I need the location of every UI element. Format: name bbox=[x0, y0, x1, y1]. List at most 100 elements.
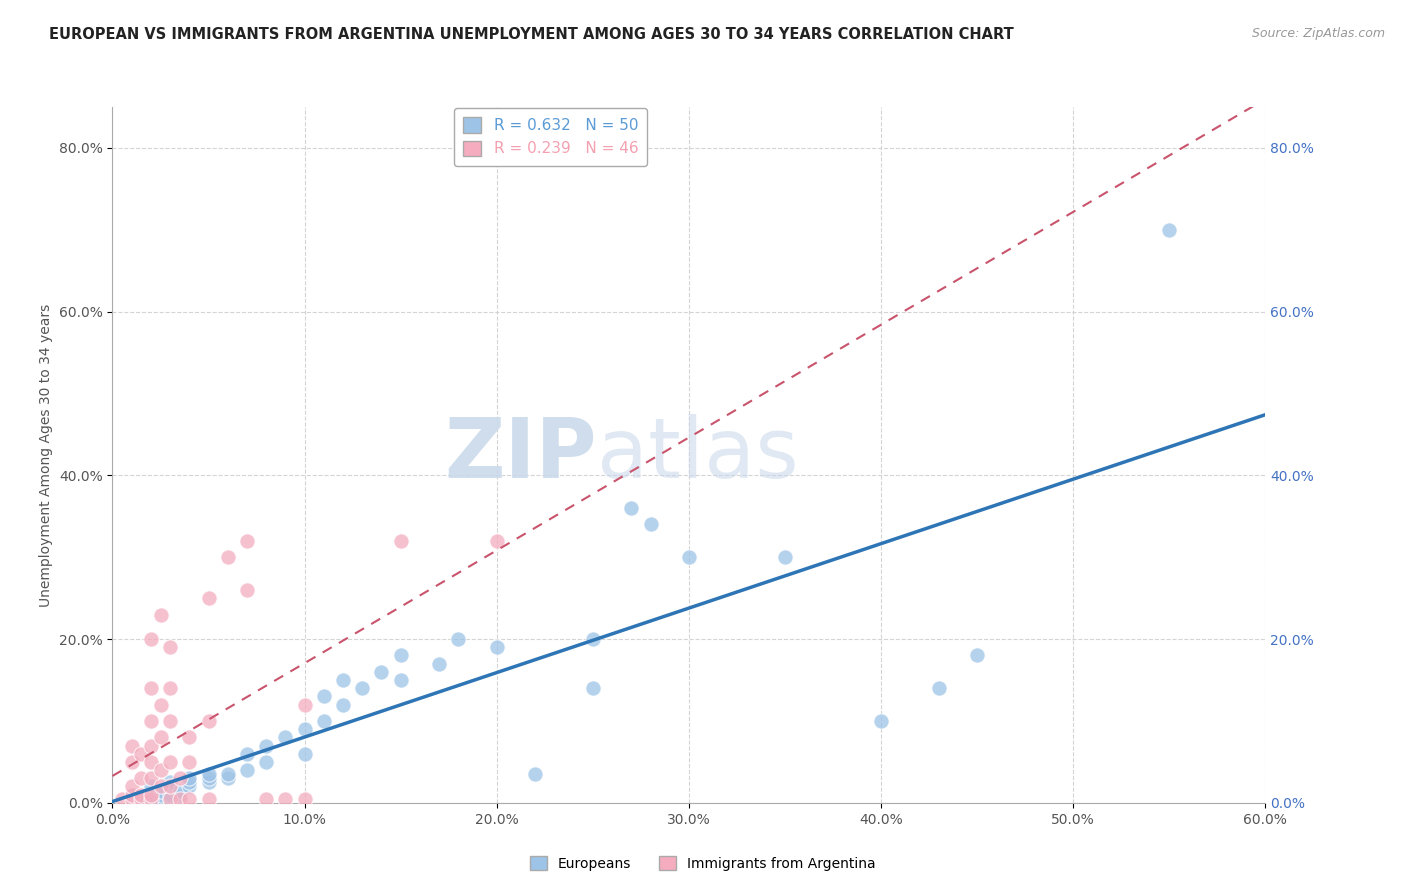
Point bbox=[1159, 223, 1181, 237]
Point bbox=[197, 591, 219, 606]
Point bbox=[312, 690, 335, 704]
Point bbox=[389, 648, 412, 663]
Point bbox=[139, 788, 162, 802]
Point bbox=[294, 747, 316, 761]
Point bbox=[870, 714, 893, 728]
Point bbox=[149, 788, 172, 802]
Point bbox=[294, 791, 316, 805]
Point bbox=[197, 791, 219, 805]
Point bbox=[159, 788, 181, 802]
Point bbox=[485, 640, 508, 655]
Point bbox=[312, 714, 335, 728]
Point bbox=[121, 780, 143, 794]
Point bbox=[966, 648, 988, 663]
Point bbox=[111, 791, 134, 805]
Point bbox=[773, 550, 796, 565]
Point bbox=[139, 788, 162, 802]
Point bbox=[217, 771, 239, 785]
Point bbox=[139, 791, 162, 805]
Point bbox=[121, 788, 143, 802]
Point bbox=[254, 791, 277, 805]
Point bbox=[179, 771, 201, 785]
Point bbox=[179, 780, 201, 794]
Point bbox=[159, 791, 181, 805]
Point bbox=[179, 731, 201, 745]
Point bbox=[129, 747, 153, 761]
Y-axis label: Unemployment Among Ages 30 to 34 years: Unemployment Among Ages 30 to 34 years bbox=[39, 303, 53, 607]
Text: Source: ZipAtlas.com: Source: ZipAtlas.com bbox=[1251, 27, 1385, 40]
Legend: Europeans, Immigrants from Argentina: Europeans, Immigrants from Argentina bbox=[524, 850, 882, 876]
Point bbox=[149, 698, 172, 712]
Point bbox=[447, 632, 470, 646]
Point bbox=[121, 791, 143, 805]
Point bbox=[139, 714, 162, 728]
Point bbox=[332, 698, 354, 712]
Point bbox=[149, 763, 172, 777]
Point bbox=[139, 780, 162, 794]
Point bbox=[294, 698, 316, 712]
Point bbox=[121, 739, 143, 753]
Point bbox=[332, 673, 354, 687]
Point bbox=[121, 755, 143, 769]
Text: atlas: atlas bbox=[596, 415, 799, 495]
Point bbox=[139, 755, 162, 769]
Text: EUROPEAN VS IMMIGRANTS FROM ARGENTINA UNEMPLOYMENT AMONG AGES 30 TO 34 YEARS COR: EUROPEAN VS IMMIGRANTS FROM ARGENTINA UN… bbox=[49, 27, 1014, 42]
Legend: R = 0.632   N = 50, R = 0.239   N = 46: R = 0.632 N = 50, R = 0.239 N = 46 bbox=[454, 108, 647, 166]
Point bbox=[640, 517, 662, 532]
Point bbox=[524, 767, 547, 781]
Point bbox=[129, 791, 153, 805]
Point bbox=[197, 767, 219, 781]
Point bbox=[139, 771, 162, 785]
Point bbox=[149, 731, 172, 745]
Point bbox=[159, 714, 181, 728]
Point bbox=[139, 791, 162, 805]
Point bbox=[129, 788, 153, 802]
Point bbox=[169, 791, 191, 805]
Point bbox=[139, 632, 162, 646]
Point bbox=[620, 501, 643, 516]
Point bbox=[389, 673, 412, 687]
Point bbox=[370, 665, 392, 679]
Point bbox=[169, 771, 191, 785]
Point bbox=[121, 788, 143, 802]
Text: ZIP: ZIP bbox=[444, 415, 596, 495]
Point bbox=[169, 788, 191, 802]
Point bbox=[582, 681, 605, 696]
Point bbox=[197, 714, 219, 728]
Point bbox=[179, 755, 201, 769]
Point bbox=[582, 632, 605, 646]
Point bbox=[159, 640, 181, 655]
Point bbox=[217, 767, 239, 781]
Point bbox=[274, 731, 297, 745]
Point bbox=[139, 739, 162, 753]
Point bbox=[236, 582, 259, 597]
Point bbox=[179, 775, 201, 789]
Point bbox=[197, 775, 219, 789]
Point bbox=[197, 771, 219, 785]
Point bbox=[678, 550, 700, 565]
Point bbox=[274, 791, 297, 805]
Point bbox=[928, 681, 950, 696]
Point bbox=[236, 763, 259, 777]
Point bbox=[236, 747, 259, 761]
Point bbox=[159, 755, 181, 769]
Point bbox=[139, 681, 162, 696]
Point bbox=[121, 791, 143, 805]
Point bbox=[149, 783, 172, 797]
Point bbox=[179, 791, 201, 805]
Point bbox=[254, 755, 277, 769]
Point bbox=[149, 791, 172, 805]
Point bbox=[159, 791, 181, 805]
Point bbox=[129, 791, 153, 805]
Point bbox=[149, 780, 172, 794]
Point bbox=[485, 533, 508, 548]
Point bbox=[389, 533, 412, 548]
Point bbox=[217, 550, 239, 565]
Point bbox=[352, 681, 374, 696]
Point bbox=[169, 783, 191, 797]
Point bbox=[159, 780, 181, 794]
Point bbox=[149, 607, 172, 622]
Point bbox=[159, 775, 181, 789]
Point bbox=[427, 657, 450, 671]
Point bbox=[236, 533, 259, 548]
